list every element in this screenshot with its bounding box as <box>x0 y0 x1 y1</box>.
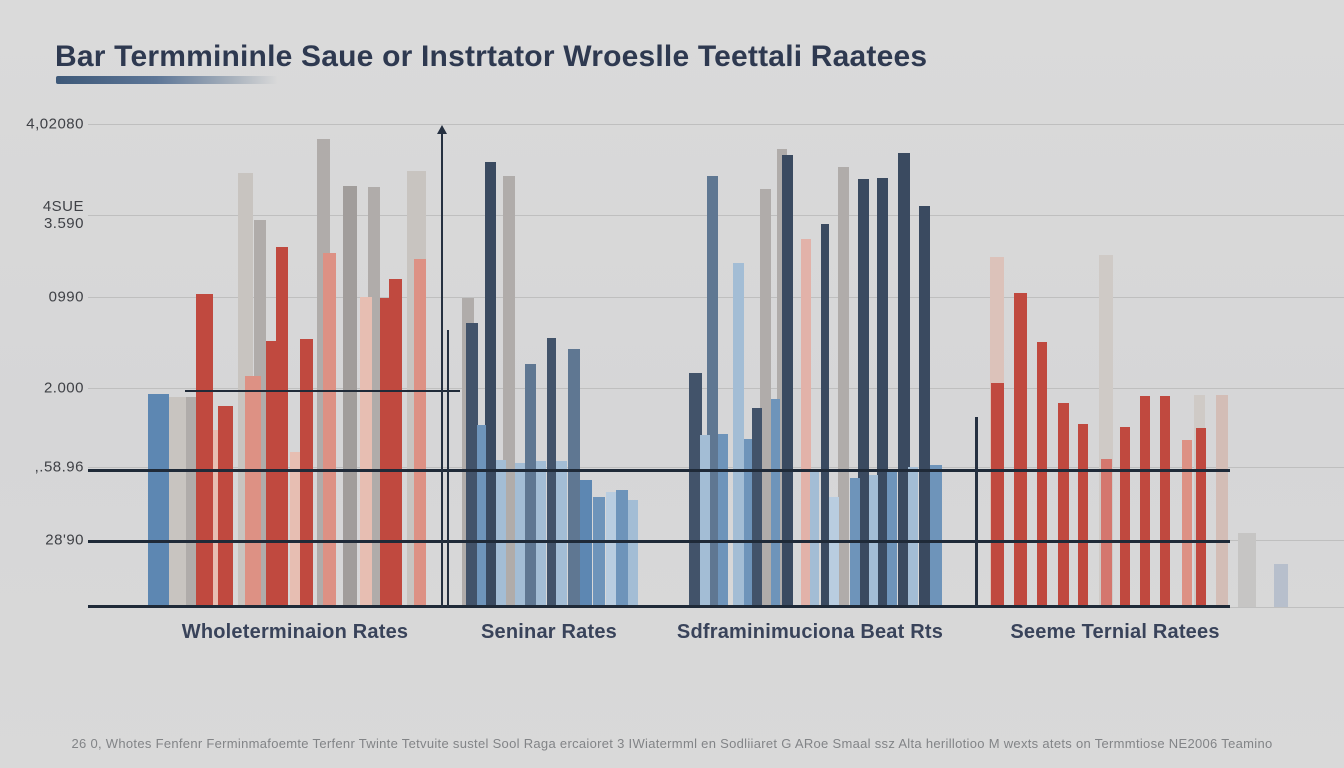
bar <box>547 338 556 607</box>
bar <box>744 439 754 607</box>
bar <box>810 470 819 607</box>
bar <box>1182 440 1192 607</box>
bar <box>414 259 426 607</box>
bar <box>718 434 728 607</box>
bar <box>593 497 605 607</box>
bar <box>1120 427 1130 607</box>
bar <box>276 247 288 607</box>
bar <box>782 155 793 607</box>
bar <box>218 406 233 607</box>
bar <box>919 206 930 607</box>
bar <box>1160 396 1170 607</box>
bar <box>1140 396 1150 607</box>
bar <box>343 186 357 607</box>
bar <box>360 297 372 607</box>
bar <box>858 179 869 607</box>
bar <box>1274 564 1288 607</box>
bar <box>323 253 336 607</box>
bar <box>556 461 567 607</box>
bar <box>606 492 616 607</box>
bar <box>829 497 839 607</box>
vertical-axis-line <box>441 133 443 607</box>
bar <box>898 153 910 607</box>
bar <box>628 500 638 607</box>
bar <box>503 176 515 607</box>
bar <box>908 467 918 607</box>
bar <box>389 279 402 607</box>
bar <box>821 224 829 607</box>
axis-dark-line <box>185 390 460 392</box>
bar <box>689 373 702 607</box>
bar <box>525 364 536 607</box>
bar <box>496 460 506 607</box>
bar <box>801 239 811 607</box>
category-label: Wholeterminaion Rates <box>181 621 409 643</box>
bar <box>485 162 496 607</box>
bar <box>466 323 478 607</box>
axis-dark-line <box>88 469 1230 472</box>
bar <box>733 263 744 607</box>
bar <box>300 339 313 607</box>
bar <box>760 189 771 607</box>
y-axis-tick-label: 4,02080 <box>26 115 84 133</box>
bar <box>515 463 525 607</box>
bar <box>148 394 169 607</box>
category-label: Seninar Rates <box>481 621 617 643</box>
axis-dark-line <box>88 605 1230 608</box>
bar <box>536 461 546 607</box>
bar <box>838 167 849 607</box>
bar <box>1014 293 1027 607</box>
footnote-text: 26 0, Whotes Fenfenr Ferminmafoemte Terf… <box>71 736 1273 751</box>
category-label: Seeme Ternial Ratees <box>1010 621 1220 643</box>
bar <box>580 480 592 607</box>
category-label: Sdframinimuciona Beat Rts <box>676 621 944 643</box>
bar <box>568 349 580 607</box>
title-underline-bar <box>56 76 278 84</box>
bar <box>1216 395 1228 607</box>
bar <box>1058 403 1069 607</box>
bar <box>1037 342 1047 607</box>
bar <box>771 399 780 607</box>
y-axis-tick-label: 4SUE 3.590 <box>42 198 84 232</box>
y-axis-tick-label: 28'90 <box>45 531 84 549</box>
bar <box>930 465 942 607</box>
gridline <box>88 124 1344 125</box>
bar <box>1238 533 1256 607</box>
bar <box>877 178 888 607</box>
y-axis-tick-label: 2.000 <box>43 379 84 397</box>
y-axis-tick-label: ,.58.96 <box>34 458 84 476</box>
bar <box>700 435 710 607</box>
bar <box>616 490 628 607</box>
page-title: Bar Termmininle Saue or Instrtator Wroes… <box>55 40 928 73</box>
y-axis-tick-label: 0990 <box>48 288 84 306</box>
bar <box>196 294 213 607</box>
vertical-axis-line <box>975 417 978 607</box>
bar <box>887 470 897 607</box>
bar <box>477 425 486 607</box>
bar <box>707 176 718 607</box>
bar <box>752 408 762 607</box>
bar <box>991 383 1004 607</box>
axis-arrow-icon <box>437 125 447 134</box>
bar <box>245 376 261 607</box>
vertical-axis-line <box>447 330 449 607</box>
bar <box>1196 428 1206 607</box>
bar <box>169 397 186 607</box>
bar <box>1101 459 1112 607</box>
bar <box>1078 424 1088 607</box>
axis-dark-line <box>88 540 1230 543</box>
